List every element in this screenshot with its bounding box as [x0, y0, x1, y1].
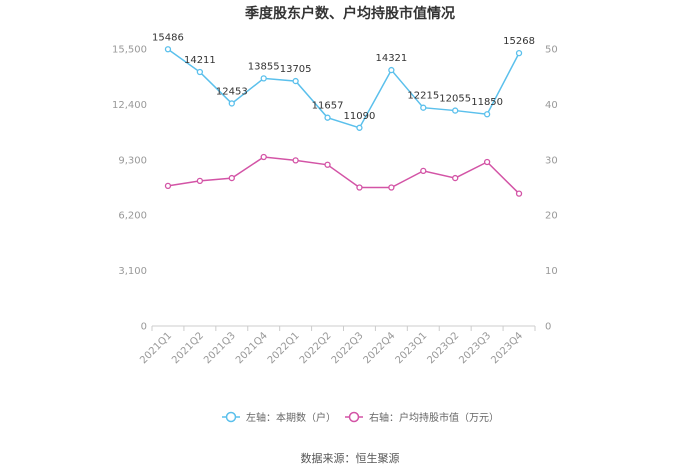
data-label: 11657 — [312, 101, 344, 112]
legend-item-2[interactable]: 右轴：户均持股市值（万元） — [345, 411, 499, 424]
legend-label: 左轴：本期数（户） — [246, 411, 336, 424]
x-axis-tick-label: 2021Q3 — [202, 330, 238, 366]
left-axis-tick-label: 3,100 — [118, 266, 147, 277]
left-axis-tick-label: 12,400 — [112, 100, 147, 111]
x-axis-tick-label: 2021Q2 — [170, 330, 206, 366]
data-point-series-2[interactable] — [420, 167, 427, 175]
series-points — [164, 46, 523, 197]
data-point-series-2[interactable] — [260, 153, 267, 161]
data-label: 11850 — [471, 97, 503, 108]
data-point-series-2[interactable] — [388, 184, 395, 191]
data-label: 14321 — [375, 53, 407, 64]
data-point-series-2[interactable] — [292, 157, 299, 164]
data-point-series-2[interactable] — [164, 182, 172, 189]
data-point-series-1[interactable] — [452, 107, 459, 114]
right-axis-tick-label: 0 — [545, 322, 551, 333]
data-point-series-1[interactable] — [356, 124, 363, 131]
right-axis-tick-label: 50 — [545, 45, 558, 56]
data-point-series-1[interactable] — [260, 75, 267, 82]
series-lines — [167, 48, 520, 195]
x-axis-ticks: 2021Q12021Q22021Q32021Q42022Q12022Q22022… — [138, 330, 525, 366]
source-note: 数据来源：恒生聚源 — [301, 451, 400, 465]
data-point-series-2[interactable] — [452, 174, 459, 182]
x-axis-tick-label: 2021Q1 — [138, 330, 174, 366]
data-label: 12055 — [439, 94, 471, 105]
data-point-series-1[interactable] — [388, 66, 395, 74]
left-axis-tick-label: 6,200 — [118, 211, 147, 222]
x-axis-tick-label: 2022Q2 — [298, 330, 334, 366]
x-axis-tick-label: 2022Q1 — [266, 330, 302, 366]
data-label: 13855 — [248, 61, 280, 72]
series-line-2 — [167, 156, 520, 195]
data-point-series-1[interactable] — [483, 111, 491, 118]
right-axis-tick-label: 10 — [545, 266, 558, 277]
right-axis-ticks: 0 10 20 30 40 50 — [545, 45, 558, 333]
right-axis-tick-label: 20 — [545, 211, 558, 222]
data-point-series-1[interactable] — [196, 68, 204, 76]
data-label: 15486 — [152, 32, 184, 43]
x-axis-tick-label: 2022Q4 — [362, 330, 398, 366]
data-label: 13705 — [280, 64, 312, 75]
legend-label: 右轴：户均持股市值（万元） — [369, 411, 499, 424]
x-axis-tick-label: 2022Q3 — [330, 330, 366, 366]
data-label: 11090 — [344, 111, 376, 122]
data-point-series-1[interactable] — [164, 46, 172, 53]
data-point-series-2[interactable] — [483, 158, 491, 166]
data-point-series-1[interactable] — [292, 77, 299, 85]
data-point-series-2[interactable] — [228, 174, 235, 182]
axes — [151, 325, 536, 331]
x-axis-tick-label: 2023Q4 — [489, 330, 525, 366]
data-point-series-1[interactable] — [515, 49, 523, 57]
data-point-series-2[interactable] — [196, 177, 204, 185]
data-label: 12453 — [216, 86, 248, 97]
x-axis-tick-label: 2023Q1 — [394, 330, 430, 366]
left-axis-tick-label: 15,500 — [112, 45, 147, 56]
legend[interactable]: 左轴：本期数（户） 右轴：户均持股市值（万元） — [222, 411, 499, 424]
data-point-series-2[interactable] — [324, 161, 331, 168]
left-axis-ticks: 0 3,100 6,200 9,300 12,400 15,500 — [112, 45, 147, 333]
x-axis-tick-label: 2023Q3 — [457, 330, 493, 366]
data-label: 15268 — [503, 36, 535, 47]
data-point-series-2[interactable] — [515, 190, 523, 197]
right-axis-tick-label: 30 — [545, 155, 558, 166]
data-label: 12215 — [407, 91, 439, 102]
right-axis-tick-label: 40 — [545, 100, 558, 111]
data-point-series-1[interactable] — [324, 114, 331, 121]
left-axis-tick-label: 9,300 — [118, 155, 147, 166]
x-axis-tick-label: 2021Q4 — [234, 330, 270, 366]
legend-marker — [348, 411, 360, 423]
chart-title: 季度股东户数、户均持股市值情况 — [244, 5, 455, 22]
legend-item-1[interactable]: 左轴：本期数（户） — [222, 411, 336, 424]
data-point-series-2[interactable] — [356, 184, 363, 191]
legend-marker — [225, 411, 237, 423]
left-axis-tick-label: 0 — [141, 322, 147, 333]
series-line-1 — [167, 48, 520, 129]
x-axis-tick-label: 2023Q2 — [425, 330, 461, 366]
data-point-series-1[interactable] — [420, 104, 427, 111]
data-point-series-1[interactable] — [228, 100, 235, 107]
data-label: 14211 — [184, 55, 216, 66]
